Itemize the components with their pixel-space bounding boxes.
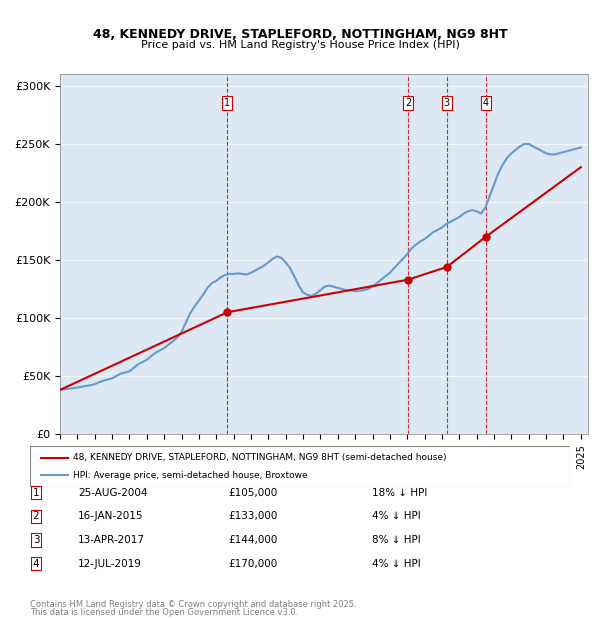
Text: Price paid vs. HM Land Registry's House Price Index (HPI): Price paid vs. HM Land Registry's House … bbox=[140, 40, 460, 50]
Text: 3: 3 bbox=[444, 98, 450, 108]
Text: Contains HM Land Registry data © Crown copyright and database right 2025.: Contains HM Land Registry data © Crown c… bbox=[30, 600, 356, 609]
Text: £170,000: £170,000 bbox=[228, 559, 277, 569]
Text: 1: 1 bbox=[32, 488, 40, 498]
Text: This data is licensed under the Open Government Licence v3.0.: This data is licensed under the Open Gov… bbox=[30, 608, 298, 617]
Text: 1: 1 bbox=[224, 98, 230, 108]
Point bbox=[223, 308, 232, 317]
Point bbox=[403, 275, 413, 285]
Text: £105,000: £105,000 bbox=[228, 488, 277, 498]
Text: 18% ↓ HPI: 18% ↓ HPI bbox=[372, 488, 427, 498]
Text: 4: 4 bbox=[32, 559, 40, 569]
Point bbox=[481, 232, 491, 242]
Text: 16-JAN-2015: 16-JAN-2015 bbox=[78, 512, 143, 521]
Text: 13-APR-2017: 13-APR-2017 bbox=[78, 535, 145, 545]
Text: HPI: Average price, semi-detached house, Broxtowe: HPI: Average price, semi-detached house,… bbox=[73, 471, 308, 480]
Text: 48, KENNEDY DRIVE, STAPLEFORD, NOTTINGHAM, NG9 8HT: 48, KENNEDY DRIVE, STAPLEFORD, NOTTINGHA… bbox=[92, 28, 508, 41]
Text: 4% ↓ HPI: 4% ↓ HPI bbox=[372, 559, 421, 569]
Text: 2: 2 bbox=[405, 98, 411, 108]
Text: £144,000: £144,000 bbox=[228, 535, 277, 545]
Text: 3: 3 bbox=[32, 535, 40, 545]
Text: 4% ↓ HPI: 4% ↓ HPI bbox=[372, 512, 421, 521]
Text: 25-AUG-2004: 25-AUG-2004 bbox=[78, 488, 148, 498]
Text: 4: 4 bbox=[483, 98, 489, 108]
Text: 12-JUL-2019: 12-JUL-2019 bbox=[78, 559, 142, 569]
Text: 2: 2 bbox=[32, 512, 40, 521]
FancyBboxPatch shape bbox=[30, 446, 570, 487]
Text: 48, KENNEDY DRIVE, STAPLEFORD, NOTTINGHAM, NG9 8HT (semi-detached house): 48, KENNEDY DRIVE, STAPLEFORD, NOTTINGHA… bbox=[73, 453, 446, 462]
Point bbox=[442, 262, 452, 272]
Text: £133,000: £133,000 bbox=[228, 512, 277, 521]
Text: 8% ↓ HPI: 8% ↓ HPI bbox=[372, 535, 421, 545]
